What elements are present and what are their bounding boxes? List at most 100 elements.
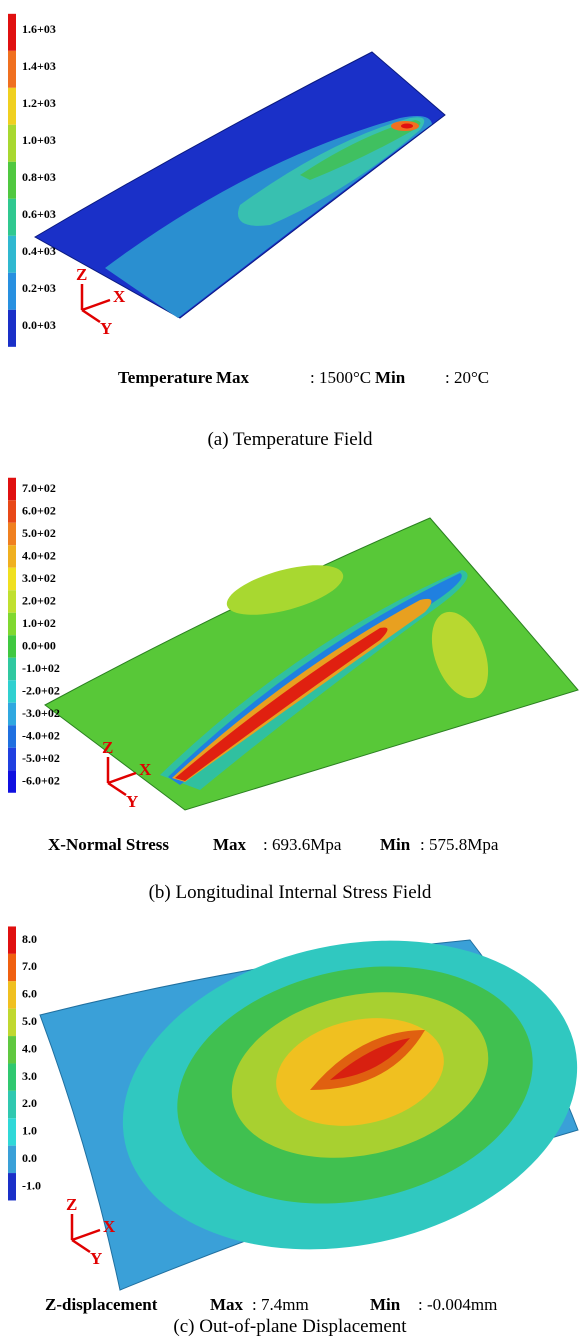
legend-swatch <box>8 1090 16 1119</box>
legend-swatch <box>8 612 16 636</box>
legend-label: 4.0+02 <box>22 548 56 562</box>
legend-swatch <box>8 545 16 568</box>
caption: (b) Longitudinal Internal Stress Field <box>149 882 432 903</box>
plate-displacement <box>39 939 579 1291</box>
legend-swatch <box>8 1008 16 1037</box>
legend-swatch <box>8 590 16 613</box>
axis-label: X <box>139 760 152 779</box>
legend-swatch <box>8 702 16 726</box>
legend-label: 2.0+02 <box>22 593 56 607</box>
legend-label: 1.2+03 <box>22 96 56 110</box>
legend-swatch <box>8 522 16 546</box>
legend-label: 1.0 <box>22 1124 37 1138</box>
legend-swatch <box>8 725 16 748</box>
legend-label: -1.0+02 <box>22 661 60 675</box>
plate-stress <box>44 517 579 811</box>
axis-label: Z <box>66 1195 77 1214</box>
min-key: Min <box>380 835 411 854</box>
legend-swatch <box>8 235 16 273</box>
legend-swatch <box>8 124 16 162</box>
legend-label: 6.0+02 <box>22 503 56 517</box>
min-key: Min <box>370 1295 401 1314</box>
legend-label: 1.4+03 <box>22 59 56 73</box>
legend-label: 0.8+03 <box>22 170 56 184</box>
legend-label: 0.0+00 <box>22 638 56 652</box>
legend-swatch <box>8 567 16 591</box>
legend-swatch <box>8 50 16 88</box>
max-value: : 693.6Mpa <box>263 835 342 854</box>
legend-swatch <box>8 1118 16 1146</box>
legend-label: 1.0+02 <box>22 616 56 630</box>
legend-swatch <box>8 87 16 125</box>
min-value: : 20°C <box>445 368 489 387</box>
legend-swatch <box>8 13 16 51</box>
min-value: : -0.004mm <box>418 1295 497 1314</box>
max-value: : 7.4mm <box>252 1295 309 1314</box>
min-key: Min <box>375 368 406 387</box>
legend-swatch <box>8 309 16 347</box>
min-value: : 575.8Mpa <box>420 835 499 854</box>
axis-triad <box>106 757 137 797</box>
legend-swatch <box>8 198 16 236</box>
legend-swatch <box>8 272 16 310</box>
legend-label: 0.4+03 <box>22 244 56 258</box>
legend-label: 0.2+03 <box>22 281 56 295</box>
axis-label: Y <box>126 792 138 811</box>
quantity: Z-displacement <box>45 1295 158 1314</box>
quantity: X-Normal Stress <box>48 835 169 854</box>
axis-label: Z <box>76 265 87 284</box>
legend-label: 7.0 <box>22 959 37 973</box>
legend-label: -1.0 <box>22 1178 41 1192</box>
max-key: Max <box>213 835 247 854</box>
axis-label: Z <box>102 738 113 757</box>
legend-swatch <box>8 747 16 771</box>
legend-swatch <box>8 770 16 793</box>
axis-triad <box>80 284 111 324</box>
legend-swatch <box>8 477 16 501</box>
legend-swatch <box>8 1036 16 1064</box>
legend-label: -3.0+02 <box>22 706 60 720</box>
legend-label: 8.0 <box>22 932 37 946</box>
legend-swatch <box>8 1173 16 1201</box>
legend-label: 3.0+02 <box>22 571 56 585</box>
caption: (a) Temperature Field <box>207 429 373 450</box>
axis-label: X <box>113 287 126 306</box>
max-key: Max <box>210 1295 244 1314</box>
quantity: Temperature <box>118 368 213 387</box>
legend-swatch <box>8 981 16 1009</box>
legend-swatch <box>8 657 16 681</box>
legend-label: 1.0+03 <box>22 133 56 147</box>
axis-label: Y <box>100 319 112 338</box>
legend-label: -5.0+02 <box>22 751 60 765</box>
axis-label: Y <box>90 1249 102 1268</box>
max-value: : 1500°C <box>310 368 371 387</box>
legend-label: -4.0+02 <box>22 728 60 742</box>
legend-swatch <box>8 953 16 982</box>
legend-label: -2.0+02 <box>22 683 60 697</box>
legend-swatch <box>8 680 16 703</box>
legend-label: 5.0+02 <box>22 526 56 540</box>
axis-label: X <box>103 1217 116 1236</box>
legend-label: 0.0+03 <box>22 318 56 332</box>
legend-swatch <box>8 1063 16 1091</box>
axis-triad <box>70 1214 101 1254</box>
legend-label: -6.0+02 <box>22 773 60 787</box>
legend-label: 1.6+03 <box>22 22 56 36</box>
legend-label: 4.0 <box>22 1041 37 1055</box>
legend-swatch <box>8 500 16 523</box>
legend-label: 0.0 <box>22 1151 37 1165</box>
legend-swatch <box>8 926 16 954</box>
legend-label: 3.0 <box>22 1069 37 1083</box>
legend-swatch <box>8 635 16 658</box>
legend-label: 0.6+03 <box>22 207 56 221</box>
plate-temperature <box>33 51 446 319</box>
legend-label: 2.0 <box>22 1096 37 1110</box>
max-key: Max <box>216 368 250 387</box>
legend-label: 5.0 <box>22 1014 37 1028</box>
legend-label: 6.0 <box>22 987 37 1001</box>
caption: (c) Out-of-plane Displacement <box>173 1316 407 1337</box>
legend-swatch <box>8 161 16 199</box>
legend-swatch <box>8 1145 16 1174</box>
